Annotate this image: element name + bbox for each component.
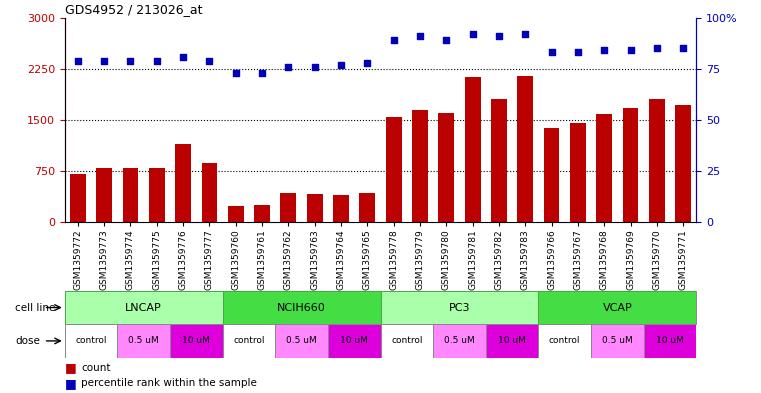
- Point: [282, 64, 295, 70]
- Point: [309, 64, 321, 70]
- Bar: [149, 167, 164, 222]
- Bar: [675, 105, 691, 222]
- Point: [493, 33, 505, 39]
- Bar: [281, 193, 296, 222]
- Point: [387, 37, 400, 43]
- Text: 0.5 uM: 0.5 uM: [444, 336, 475, 345]
- Bar: [175, 144, 191, 222]
- Bar: [539, 291, 696, 324]
- Bar: [570, 123, 586, 222]
- Text: 0.5 uM: 0.5 uM: [286, 336, 317, 345]
- Bar: [465, 77, 480, 222]
- Text: LNCAP: LNCAP: [126, 303, 162, 312]
- Point: [414, 33, 426, 39]
- Bar: [649, 99, 665, 222]
- Text: control: control: [391, 336, 422, 345]
- Text: 10 uM: 10 uM: [656, 336, 684, 345]
- Bar: [65, 291, 223, 324]
- Bar: [486, 324, 539, 358]
- Text: dose: dose: [15, 336, 40, 346]
- Bar: [597, 114, 612, 222]
- Text: GDS4952 / 213026_at: GDS4952 / 213026_at: [65, 4, 202, 17]
- Bar: [228, 206, 244, 222]
- Point: [203, 57, 215, 64]
- Bar: [517, 75, 533, 222]
- Bar: [65, 324, 117, 358]
- Text: NCIH660: NCIH660: [277, 303, 326, 312]
- Bar: [433, 324, 486, 358]
- Bar: [359, 193, 375, 222]
- Point: [151, 57, 163, 64]
- Point: [677, 45, 689, 51]
- Text: PC3: PC3: [449, 303, 470, 312]
- Text: control: control: [75, 336, 107, 345]
- Text: ■: ■: [65, 361, 76, 374]
- Point: [625, 47, 637, 53]
- Bar: [380, 324, 433, 358]
- Text: 10 uM: 10 uM: [183, 336, 210, 345]
- Text: 0.5 uM: 0.5 uM: [602, 336, 632, 345]
- Point: [124, 57, 136, 64]
- Text: 10 uM: 10 uM: [340, 336, 368, 345]
- Text: cell line: cell line: [15, 303, 56, 312]
- Bar: [491, 99, 507, 222]
- Text: control: control: [233, 336, 265, 345]
- Point: [98, 57, 110, 64]
- Point: [572, 49, 584, 55]
- Bar: [386, 117, 402, 222]
- Point: [230, 70, 242, 76]
- Point: [466, 31, 479, 37]
- Point: [256, 70, 268, 76]
- Bar: [412, 110, 428, 222]
- Point: [361, 59, 374, 66]
- Text: count: count: [81, 362, 111, 373]
- Point: [335, 62, 347, 68]
- Point: [177, 53, 189, 60]
- Bar: [202, 163, 218, 222]
- Point: [440, 37, 452, 43]
- Text: ■: ■: [65, 376, 76, 389]
- Bar: [170, 324, 223, 358]
- Bar: [254, 205, 270, 222]
- Point: [72, 57, 84, 64]
- Bar: [70, 174, 86, 222]
- Bar: [591, 324, 644, 358]
- Bar: [223, 324, 275, 358]
- Bar: [539, 324, 591, 358]
- Point: [598, 47, 610, 53]
- Text: control: control: [549, 336, 581, 345]
- Bar: [96, 167, 112, 222]
- Bar: [123, 168, 139, 222]
- Bar: [117, 324, 170, 358]
- Bar: [275, 324, 328, 358]
- Bar: [380, 291, 539, 324]
- Point: [546, 49, 558, 55]
- Bar: [223, 291, 380, 324]
- Bar: [438, 113, 454, 222]
- Text: 10 uM: 10 uM: [498, 336, 526, 345]
- Bar: [644, 324, 696, 358]
- Bar: [307, 194, 323, 222]
- Bar: [543, 128, 559, 222]
- Text: percentile rank within the sample: percentile rank within the sample: [81, 378, 257, 388]
- Point: [519, 31, 531, 37]
- Text: VCAP: VCAP: [603, 303, 632, 312]
- Bar: [333, 195, 349, 222]
- Bar: [622, 108, 638, 222]
- Bar: [328, 324, 380, 358]
- Point: [651, 45, 663, 51]
- Text: 0.5 uM: 0.5 uM: [129, 336, 159, 345]
